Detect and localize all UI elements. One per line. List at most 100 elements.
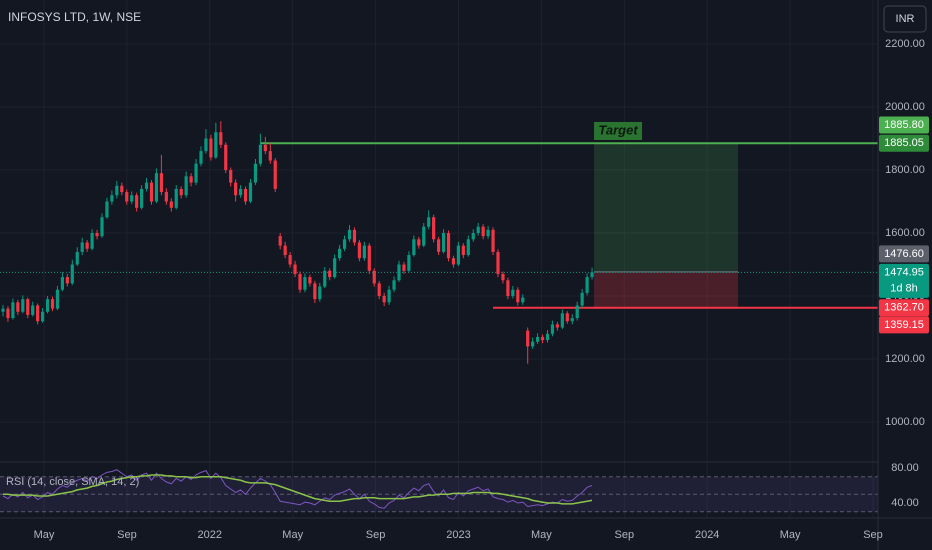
candle-body — [357, 242, 361, 259]
candle-body — [372, 270, 376, 284]
candle-body — [501, 273, 505, 281]
candle-body — [229, 170, 233, 183]
candle-body — [333, 258, 337, 278]
candle-body — [36, 305, 40, 322]
candle-body — [90, 233, 94, 249]
candle-body — [437, 239, 441, 252]
candle-body — [31, 305, 35, 315]
x-tick-label: Sep — [117, 529, 137, 541]
candle-body — [144, 182, 149, 189]
candle-body — [169, 201, 173, 208]
candle-body — [130, 195, 134, 202]
x-tick-label: May — [531, 529, 552, 541]
candle-body — [362, 245, 366, 259]
candle-body — [536, 336, 540, 342]
candle-body — [75, 251, 79, 265]
candle-body — [184, 176, 188, 196]
currency-button[interactable] — [883, 5, 927, 33]
x-tick-label: May — [34, 529, 55, 541]
candle-body — [313, 283, 317, 300]
candle-body — [570, 318, 574, 322]
candle-body — [318, 286, 322, 300]
candle-body — [80, 242, 84, 252]
price-tag — [879, 299, 929, 317]
plot: Target — [0, 121, 878, 509]
candle-body — [120, 185, 124, 193]
candle-body — [174, 188, 178, 208]
candle-body — [204, 138, 208, 152]
candle-body — [189, 176, 193, 183]
x-tick-label: Sep — [366, 529, 386, 541]
candle-body — [303, 277, 307, 290]
candle-body — [352, 229, 357, 243]
price-tag-label: 1362.70 — [884, 302, 924, 314]
candle-body — [85, 242, 89, 249]
candle-body — [491, 229, 495, 252]
candle-body — [560, 313, 564, 328]
candle-body — [194, 163, 198, 183]
candle-body — [293, 264, 297, 274]
candle-body — [432, 217, 436, 240]
price-tag — [879, 245, 929, 263]
candle-body — [531, 341, 535, 347]
rsi-tick-label: 40.00 — [891, 497, 919, 509]
candle-body — [41, 311, 45, 322]
candle-body — [417, 239, 421, 246]
candle-body — [21, 299, 25, 312]
chart-title: INFOSYS LTD, 1W, NSE — [8, 10, 141, 24]
candle-body — [441, 233, 446, 252]
price-tag — [879, 263, 929, 298]
candle-body — [367, 245, 371, 271]
candle-body — [456, 245, 460, 265]
rsi-label: RSI (14, close, SMA, 14, 2) — [6, 476, 139, 488]
profit-zone — [594, 142, 739, 272]
candle-body — [451, 258, 456, 265]
candle-body — [258, 144, 262, 164]
candle-body — [323, 270, 327, 287]
price-tag-label: 1359.15 — [884, 319, 924, 331]
price-tag-label: 1476.60 — [884, 248, 924, 260]
candle-body — [239, 188, 243, 196]
candle-body — [540, 336, 545, 341]
y-tick-label: 1800.00 — [885, 164, 925, 176]
candle-body — [209, 138, 213, 158]
candle-body — [219, 132, 223, 145]
candle-body — [16, 302, 20, 312]
countdown-label: 1d 8h — [890, 282, 918, 294]
x-tick-label: May — [780, 529, 801, 541]
candle-body — [526, 330, 530, 347]
y-tick-label: 1000.00 — [885, 416, 925, 428]
currency-label[interactable]: INR — [896, 13, 915, 25]
candle-body — [402, 264, 406, 271]
candle-body — [110, 195, 114, 202]
candle-body — [278, 236, 282, 246]
candle-body — [45, 299, 50, 312]
y-tick-label: 2000.00 — [885, 101, 925, 113]
candle-body — [412, 239, 416, 256]
candle-body — [585, 277, 589, 293]
candle-body — [308, 277, 312, 284]
candle-body — [283, 245, 287, 256]
candle-body — [248, 182, 253, 202]
candle-body — [590, 272, 594, 278]
candle-body — [26, 299, 30, 315]
target-label: Target — [598, 122, 638, 137]
candle-body — [224, 144, 228, 171]
candle-body — [1, 308, 5, 312]
candle-body — [50, 299, 55, 309]
candle-body — [347, 229, 352, 240]
x-tick-label: 2023 — [446, 529, 470, 541]
candle-body — [461, 245, 465, 256]
candle-body — [179, 188, 183, 196]
candle-body — [338, 248, 342, 259]
candle-body — [164, 192, 168, 202]
loss-zone — [594, 271, 739, 309]
candle-body — [382, 296, 386, 303]
candle-body — [60, 277, 64, 290]
candle-body — [422, 226, 426, 246]
candle-body — [234, 182, 238, 196]
price-tag-label: 1885.05 — [884, 137, 924, 149]
price-tag — [879, 316, 929, 334]
candle-body — [471, 233, 475, 240]
y-tick-label: 1200.00 — [885, 353, 925, 365]
